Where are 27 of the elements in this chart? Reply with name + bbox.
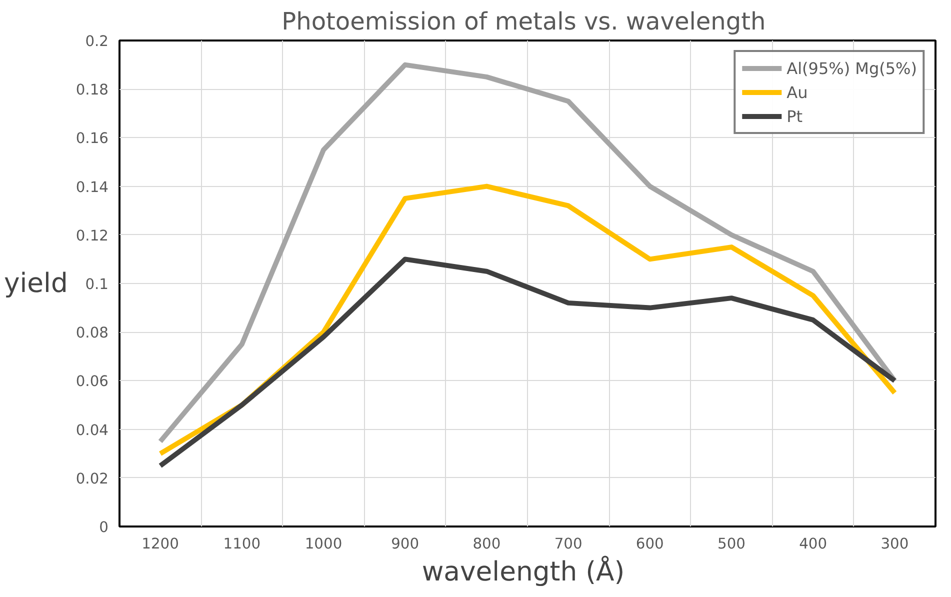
x-tick-label: 800 [472, 536, 501, 552]
x-tick-label: 1100 [223, 536, 261, 552]
x-tick-label: 1200 [142, 536, 179, 552]
legend-label: Au [786, 82, 808, 102]
chart-title: Photoemission of metals vs. wavelength [282, 8, 766, 36]
y-tick-label: 0.12 [76, 227, 109, 244]
legend-label: Pt [786, 106, 804, 126]
x-tick-label: 900 [391, 536, 420, 552]
y-axis-title: yield [4, 268, 68, 299]
x-tick-label: 300 [880, 536, 909, 552]
y-tick-label: 0 [99, 519, 109, 536]
x-tick-label: 700 [554, 536, 582, 552]
y-tick-label: 0.06 [76, 373, 109, 390]
y-tick-label: 0.08 [76, 324, 109, 342]
legend-label: Al(95%) Mg(5%) [786, 58, 917, 78]
y-tick-label: 0.1 [85, 276, 109, 293]
y-tick-label: 0.14 [76, 178, 109, 196]
x-tick-label: 600 [636, 536, 664, 552]
y-tick-label: 0.2 [85, 33, 109, 50]
y-tick-label: 0.04 [76, 422, 109, 439]
x-tick-label: 500 [718, 536, 746, 552]
y-tick-label: 0.02 [76, 470, 109, 488]
y-tick-label: 0.18 [76, 82, 109, 99]
x-tick-label: 1000 [304, 536, 342, 552]
y-tick-label: 0.16 [76, 130, 109, 148]
x-tick-label: 400 [799, 536, 828, 552]
x-axis-title: wavelength (Å) [422, 556, 625, 588]
